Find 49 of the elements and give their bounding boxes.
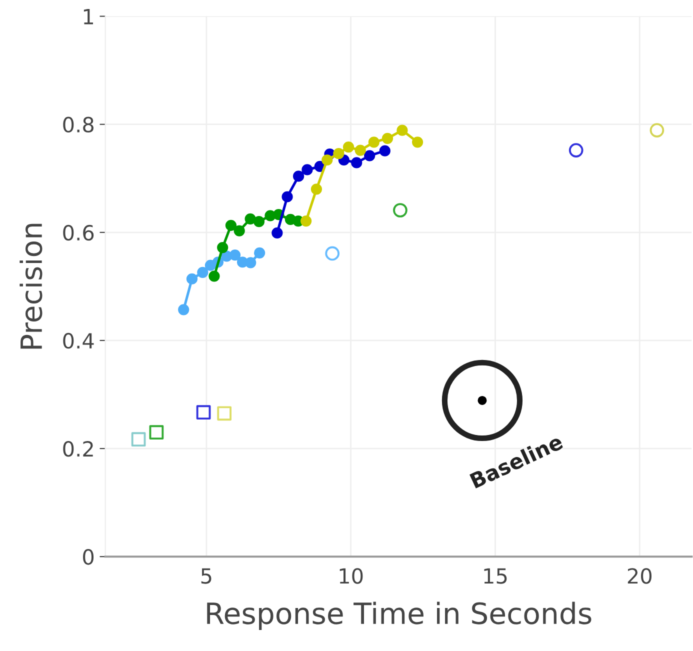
point (568, 143, 584, 158)
y-tick-label: 0.2 (63, 440, 93, 457)
x-tick-label: 10 (340, 568, 363, 584)
point (650, 123, 664, 138)
point (342, 141, 354, 153)
point (412, 136, 424, 148)
x-tick-label: 20 (628, 568, 652, 584)
point (244, 213, 256, 224)
point (325, 246, 340, 261)
point (322, 154, 333, 166)
point (253, 216, 265, 228)
point (379, 145, 390, 156)
point (351, 157, 362, 168)
point (217, 406, 232, 421)
point (131, 432, 146, 447)
point (178, 304, 190, 316)
y-tick-label: 0 (83, 549, 94, 565)
point (196, 405, 211, 420)
point (382, 132, 394, 144)
x-axis-title: Response Time in Seconds (207, 602, 592, 630)
point (302, 164, 313, 176)
point (234, 225, 245, 236)
x-tick-label: 5 (201, 568, 212, 584)
point (149, 425, 164, 440)
point (333, 148, 344, 160)
point (245, 257, 256, 268)
y-tick-label: 1 (84, 9, 93, 24)
point (393, 203, 408, 218)
point (272, 227, 283, 239)
point (217, 242, 228, 254)
point (282, 191, 293, 202)
point (225, 220, 237, 231)
y-tick-label: 0.6 (63, 224, 94, 241)
y-tick-label: 0.4 (63, 332, 94, 349)
point (364, 150, 376, 162)
point (354, 144, 366, 156)
point (186, 273, 198, 284)
point (300, 216, 312, 227)
point (197, 266, 208, 278)
point (396, 124, 408, 136)
y-axis-title: Precision (20, 224, 42, 349)
point (310, 184, 322, 195)
point (292, 170, 304, 182)
point (229, 250, 241, 261)
x-tick-label: 15 (484, 568, 507, 584)
point (208, 270, 220, 282)
y-tick-label: 0.8 (63, 116, 94, 133)
point (368, 136, 380, 148)
point (254, 247, 266, 258)
